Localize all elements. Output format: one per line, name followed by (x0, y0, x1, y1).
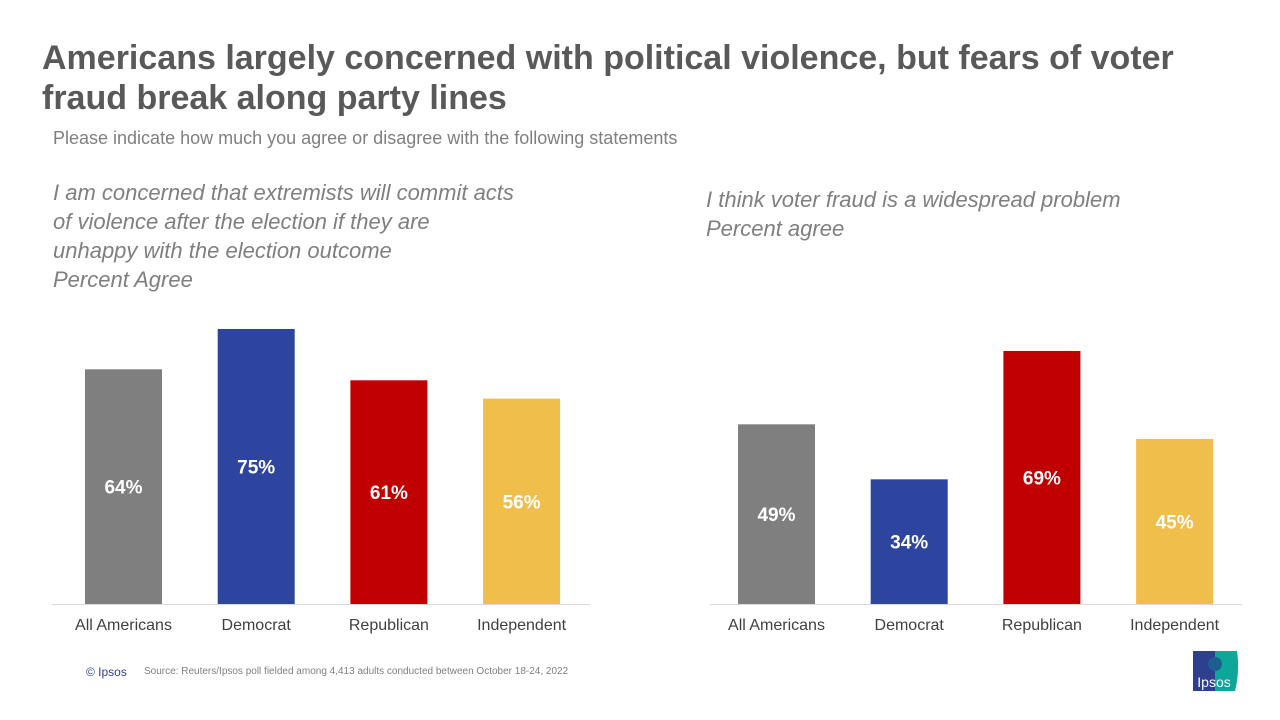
data-label: 34% (890, 533, 928, 554)
data-label: 45% (1156, 512, 1194, 533)
data-label: 56% (503, 492, 541, 513)
bar (738, 424, 815, 604)
bar (217, 328, 295, 604)
category-label: Republican (349, 617, 429, 634)
source-note: Source: Reuters/Ipsos poll fielded among… (144, 666, 569, 677)
category-label: Independent (1130, 617, 1220, 634)
data-label: 61% (370, 483, 408, 504)
page-title: Americans largely concerned with politic… (42, 39, 1174, 117)
bar (85, 369, 162, 604)
category-label: All Americans (75, 617, 172, 634)
data-label: 64% (104, 478, 142, 499)
bar (483, 398, 561, 604)
chart-1-title-line: I am concerned that extremists will comm… (53, 180, 514, 205)
chart-1-title-line: Percent Agree (53, 267, 193, 292)
bar (350, 380, 428, 604)
chart-2-title-line: Percent agree (706, 216, 845, 241)
category-label: Independent (477, 617, 567, 634)
copyright: © Ipsos (86, 665, 127, 679)
category-label: Democrat (875, 617, 945, 634)
chart-1-title-line: unhappy with the election outcome (53, 238, 392, 263)
subtitle: Please indicate how much you agree or di… (53, 128, 678, 148)
data-label: 69% (1023, 468, 1061, 489)
chart-1-title: I am concerned that extremists will comm… (53, 178, 514, 294)
category-label: Republican (1002, 617, 1082, 634)
ipsos-logo: Ipsos (1193, 651, 1239, 691)
category-label: Democrat (222, 617, 292, 634)
chart-2-title-line: I think voter fraud is a widespread prob… (706, 187, 1121, 212)
data-label: 75% (237, 457, 275, 478)
bar (1136, 438, 1214, 604)
category-label: All Americans (728, 617, 825, 634)
bar (870, 479, 948, 604)
chart-1-title-line: of violence after the election if they a… (53, 209, 430, 234)
chart-2-title: I think voter fraud is a widespread prob… (706, 185, 1121, 243)
svg-text:Ipsos: Ipsos (1197, 674, 1230, 690)
bar (1003, 350, 1081, 604)
data-label: 49% (757, 505, 795, 526)
